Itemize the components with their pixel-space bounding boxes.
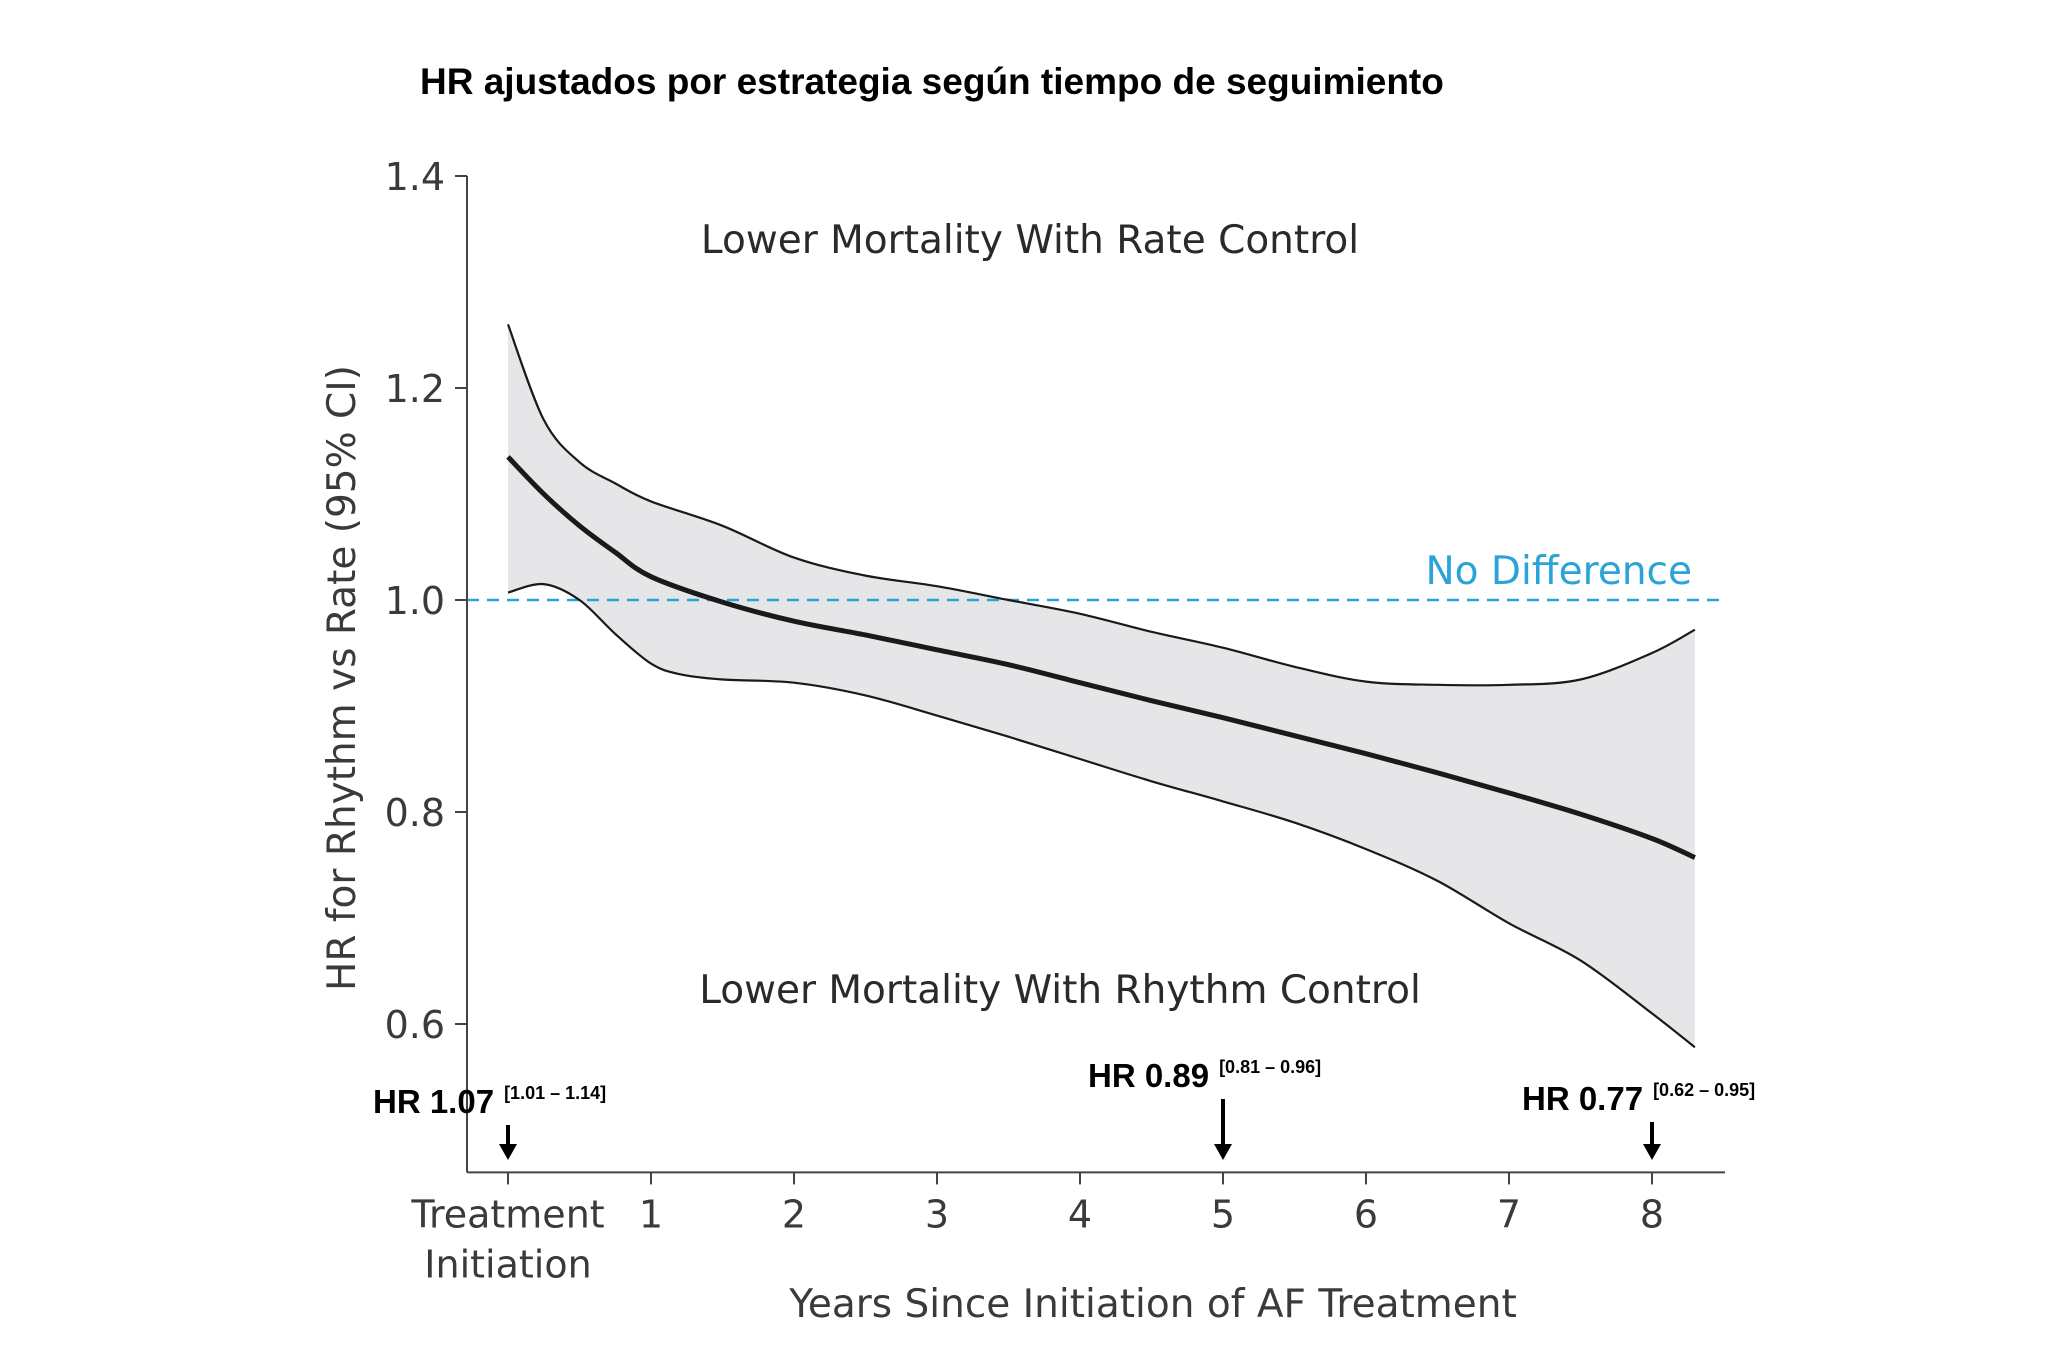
x-tick-label: 1	[639, 1192, 663, 1236]
down-arrow-icon	[1643, 1144, 1661, 1160]
x-axis-title: Years Since Initiation of AF Treatment	[788, 1282, 1517, 1327]
y-tick-label: 1.0	[385, 579, 445, 623]
x-ticks: Treatment Initiation 1 2 3 4 5 6 7 8	[410, 1172, 1664, 1286]
hr-annotation-value: HR 1.07	[373, 1083, 494, 1120]
hr-annotation-value: HR 0.89	[1088, 1057, 1209, 1094]
x-tick-label: 2	[782, 1192, 806, 1236]
x-tick-label: 4	[1068, 1192, 1092, 1236]
hr-annotation-ci: [0.62 – 0.95]	[1653, 1080, 1755, 1100]
x-tick-label-line: Treatment	[410, 1192, 604, 1236]
hr-annotation-ci: [0.81 – 0.96]	[1219, 1057, 1321, 1077]
x-tick-label: 8	[1640, 1192, 1664, 1236]
hr-annotation-ci: [1.01 – 1.14]	[504, 1083, 606, 1103]
down-arrow-icon	[499, 1144, 517, 1160]
y-ticks: 0.6 0.8 1.0 1.2 1.4	[385, 155, 467, 1047]
x-tick-label: 5	[1211, 1192, 1235, 1236]
y-tick-label: 0.6	[385, 1003, 445, 1047]
y-axis-title: HR for Rhythm vs Rate (95% CI)	[320, 365, 365, 991]
y-tick-label: 0.8	[385, 791, 445, 835]
y-tick-label: 1.4	[385, 155, 445, 199]
x-tick-label: 6	[1354, 1192, 1378, 1236]
y-tick-label: 1.2	[385, 367, 445, 411]
no-difference-label: No Difference	[1426, 549, 1693, 594]
ci-upper-line	[506, 324, 1696, 687]
axes	[466, 176, 1725, 1174]
x-tick-label: 7	[1497, 1192, 1521, 1236]
hr-estimate-line	[506, 455, 1696, 860]
hr-annotation-value: HR 0.77	[1522, 1080, 1643, 1117]
chart-title: HR ajustados por estrategia según tiempo…	[420, 61, 1444, 102]
x-tick-label-line: Initiation	[424, 1242, 591, 1286]
ci-lower-line	[507, 582, 1696, 1049]
lower-region-label: Lower Mortality With Rhythm Control	[699, 968, 1421, 1013]
x-tick-label: 3	[925, 1192, 949, 1236]
down-arrow-icon	[1214, 1144, 1232, 1160]
x-tick-label: Treatment Initiation	[410, 1192, 604, 1286]
series-lines	[506, 324, 1696, 1049]
hr-annotations: HR 1.07 [1.01 – 1.14] HR 0.89 [0.81 – 0.96]…	[373, 1057, 1755, 1160]
upper-region-label: Lower Mortality With Rate Control	[701, 218, 1359, 263]
